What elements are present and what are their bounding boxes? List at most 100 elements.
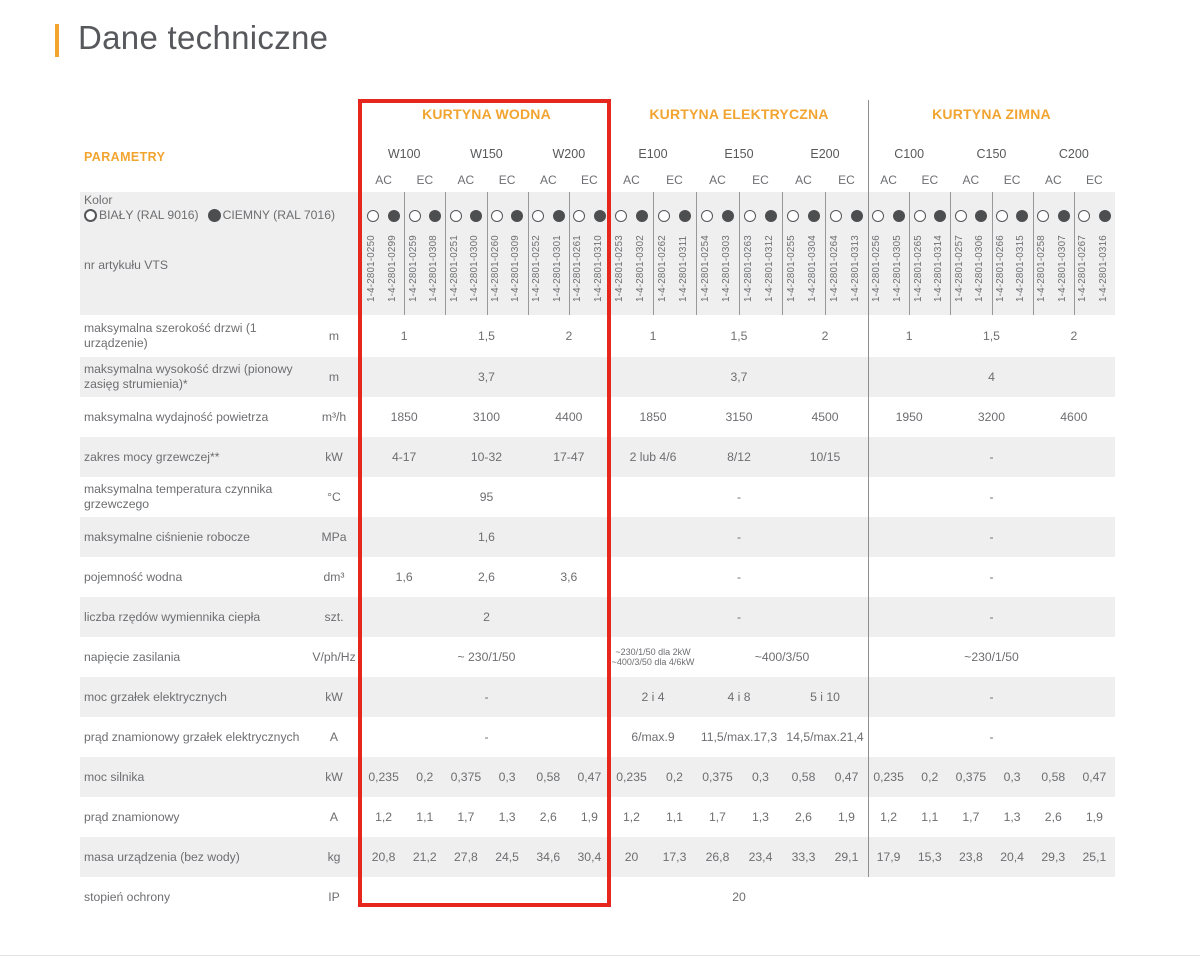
article-number: 1-4-2801-0266 — [994, 235, 1006, 303]
motor-type-header: AC — [623, 173, 640, 187]
value-cell: 3,7 — [478, 370, 495, 384]
article-row-label: nr artykułu VTS — [84, 258, 168, 272]
color-dot-white-icon — [786, 210, 799, 222]
row-unit: °C — [327, 490, 341, 504]
value-cell: 0,47 — [1082, 770, 1107, 784]
value-cell: - — [989, 610, 994, 624]
color-dot-white-icon — [449, 210, 462, 222]
value-cell: 17-47 — [553, 450, 585, 464]
article-number: 1-4-2801-0303 — [721, 235, 733, 303]
motor-type-header: EC — [666, 173, 683, 187]
motor-type-header: AC — [880, 173, 897, 187]
row-stripe — [80, 517, 1115, 557]
value-cell: 1 — [905, 329, 913, 343]
model-header: W100 — [387, 147, 421, 161]
article-number: 1-4-2801-0304 — [807, 235, 819, 303]
article-number: 1-4-2801-0314 — [933, 235, 944, 303]
color-dot-dark-icon — [470, 210, 483, 222]
motor-type-header: AC — [375, 173, 392, 187]
article-number: 1-4-2801-0264 — [828, 235, 840, 303]
value-cell: - — [736, 490, 742, 504]
row-stripe — [80, 757, 1115, 797]
value-cell: 1,7 — [457, 810, 475, 824]
value-cell: 8/12 — [727, 450, 751, 464]
motor-type-header: AC — [709, 173, 726, 187]
row-unit: m — [328, 329, 340, 343]
color-dot-white-icon — [913, 210, 926, 222]
group-divider-line — [868, 100, 869, 877]
motor-type-header: EC — [1003, 173, 1021, 187]
article-number: 1-4-2801-0267 — [1077, 235, 1089, 303]
article-number: 1-4-2801-0307 — [1056, 235, 1068, 303]
row-stripe — [80, 677, 1115, 717]
color-dot-dark-icon — [429, 210, 441, 222]
value-cell: 0,47 — [834, 770, 859, 784]
article-number: 1-4-2801-0311 — [678, 235, 690, 303]
article-number: 1-4-2801-0309 — [510, 235, 522, 303]
color-dot-white-icon — [1037, 210, 1049, 222]
row-label: maksymalna szerokość drzwi (1 urządzenie… — [84, 321, 257, 350]
row-unit: szt. — [324, 610, 344, 624]
value-cell: 1,1 — [666, 810, 683, 824]
color-dot-dark-icon — [679, 210, 692, 222]
value-cell: 4 — [988, 370, 995, 384]
value-cell: 20 — [732, 890, 746, 904]
row-label: masa urządzenia (bez wody) — [84, 849, 240, 864]
value-cell: 1 — [400, 329, 408, 343]
value-cell: 1,3 — [498, 810, 516, 824]
value-cell: 17,9 — [876, 850, 901, 864]
value-cell: 1 — [649, 329, 657, 343]
column-divider — [825, 192, 826, 315]
value-cell: ~230/1/50 dla 2kW ~400/3/50 dla 4/6kW — [611, 646, 695, 668]
value-cell: 14,5/max.21,4 — [786, 730, 864, 744]
column-divider — [950, 192, 952, 315]
value-cell: - — [989, 530, 994, 544]
value-cell: 24,5 — [495, 850, 519, 864]
model-header: C150 — [976, 147, 1007, 161]
value-cell: 0,3 — [1003, 770, 1021, 784]
value-cell: 0,2 — [921, 770, 939, 784]
color-dot-white-icon — [829, 210, 842, 222]
value-cell: 0,3 — [752, 770, 769, 784]
row-label: prąd znamionowy — [84, 809, 180, 824]
row-unit: dm³ — [323, 570, 345, 584]
motor-type-header: EC — [752, 173, 769, 187]
value-cell: - — [484, 690, 489, 704]
color-dot-white-icon — [367, 210, 380, 222]
color-dot-dark-icon — [722, 210, 735, 222]
article-number: 1-4-2801-0302 — [635, 235, 647, 303]
column-divider — [404, 192, 406, 315]
value-cell: 1,5 — [477, 329, 495, 343]
color-dot-white-icon — [872, 210, 885, 222]
motor-type-header: AC — [795, 173, 812, 187]
color-dot-white-icon — [532, 210, 544, 222]
column-divider — [1073, 192, 1075, 315]
value-cell: 1,9 — [1085, 810, 1103, 824]
value-cell: ~400/3/50 — [754, 650, 810, 664]
color-dot-dark-icon — [636, 210, 649, 222]
row-label: moc grzałek elektrycznych — [84, 689, 227, 704]
row-unit: MPa — [321, 530, 347, 544]
value-cell: 0,375 — [702, 770, 733, 784]
row-label: liczba rzędów wymiennika ciepła — [84, 609, 261, 624]
row-label: maksymalna wydajność powietrza — [84, 409, 269, 424]
color-dot-white-icon — [700, 210, 713, 222]
value-cell: 29,1 — [834, 850, 859, 864]
value-cell: 2 — [821, 329, 829, 343]
value-cell: 1,3 — [752, 810, 769, 824]
model-header: E150 — [724, 147, 754, 161]
article-number: 1-4-2801-0262 — [656, 235, 668, 303]
group-title: KURTYNA ELEKTRYCZNA — [649, 106, 829, 122]
row-unit: kW — [325, 450, 343, 464]
column-divider — [445, 192, 447, 315]
value-cell: 4600 — [1060, 410, 1088, 424]
value-cell: 30,4 — [577, 850, 602, 864]
article-number: 1-4-2801-0312 — [764, 235, 776, 303]
row-label: maksymalna temperatura czynnika grzewcze… — [84, 482, 273, 511]
model-header: C100 — [894, 147, 925, 161]
motor-type-header: EC — [581, 173, 598, 187]
article-number: 1-4-2801-0310 — [592, 235, 604, 303]
color-dot-white-icon — [408, 210, 421, 222]
column-divider — [991, 192, 993, 315]
value-cell: 0,3 — [498, 770, 516, 784]
